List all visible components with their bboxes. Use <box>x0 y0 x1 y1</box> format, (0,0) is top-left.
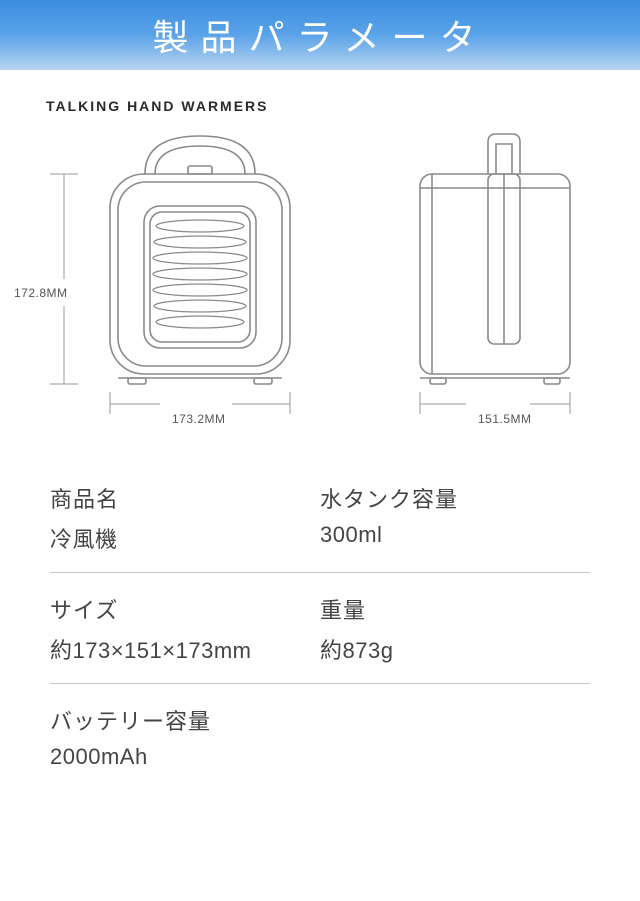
spec-cell: 商品名 冷風機 <box>50 482 320 554</box>
spec-value: 300ml <box>320 522 590 548</box>
dim-depth-label: 151.5MM <box>478 412 532 426</box>
spec-row: 商品名 冷風機 水タンク容量 300ml <box>50 462 590 573</box>
spec-label: 重量 <box>320 593 590 625</box>
spec-cell: 水タンク容量 300ml <box>320 482 590 554</box>
spec-cell: バッテリー容量 2000mAh <box>50 704 320 770</box>
spec-label: サイズ <box>50 593 320 625</box>
product-diagram <box>0 114 640 444</box>
spec-table: 商品名 冷風機 水タンク容量 300ml サイズ 約173×151×173mm … <box>50 462 590 788</box>
dim-height-label: 172.8MM <box>14 286 68 300</box>
spec-label: 水タンク容量 <box>320 482 590 514</box>
spec-value: 2000mAh <box>50 744 320 770</box>
spec-cell: 重量 約873g <box>320 593 590 665</box>
header-title: 製品パラメータ <box>153 9 488 61</box>
header-band: 製品パラメータ <box>0 0 640 70</box>
spec-value: 約173×151×173mm <box>50 633 320 665</box>
diagram-area: 172.8MM 173.2MM 151.5MM <box>0 114 640 444</box>
spec-value: 約873g <box>320 633 590 665</box>
spec-value: 冷風機 <box>50 522 320 554</box>
dim-width-label: 173.2MM <box>172 412 226 426</box>
spec-cell-empty <box>320 704 590 770</box>
spec-label: バッテリー容量 <box>50 704 320 736</box>
subtitle: TALKING HAND WARMERS <box>46 98 640 114</box>
spec-row: バッテリー容量 2000mAh <box>50 684 590 788</box>
spec-cell: サイズ 約173×151×173mm <box>50 593 320 665</box>
spec-label: 商品名 <box>50 482 320 514</box>
spec-row: サイズ 約173×151×173mm 重量 約873g <box>50 573 590 684</box>
